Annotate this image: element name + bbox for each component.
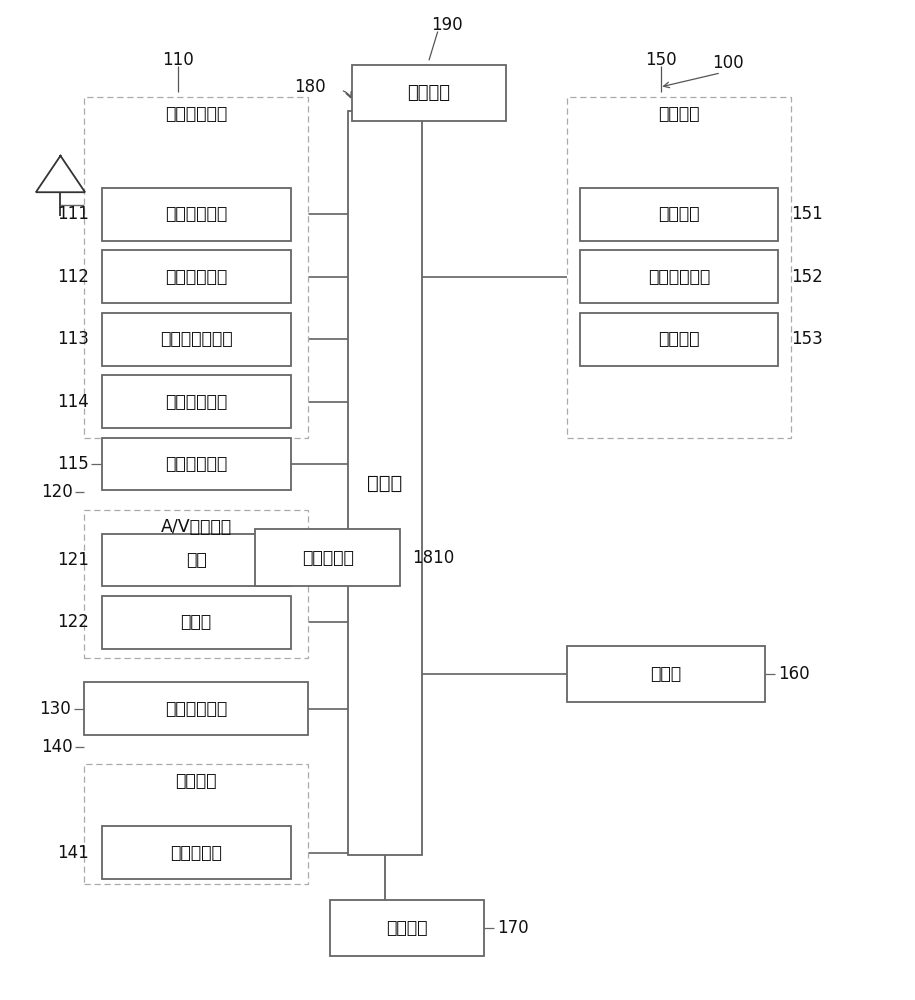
Bar (102, 596, 291, 649)
Text: 112: 112 (57, 268, 89, 286)
Text: 151: 151 (791, 205, 823, 223)
Text: 无线通信单元: 无线通信单元 (165, 105, 227, 123)
Text: 照相: 照相 (186, 551, 207, 569)
Text: 141: 141 (57, 844, 89, 862)
Text: 113: 113 (57, 330, 89, 348)
Text: 无线互联网模块: 无线互联网模块 (160, 330, 232, 348)
Text: 麦克风: 麦克风 (180, 613, 211, 631)
Text: 广播接收模块: 广播接收模块 (165, 205, 227, 223)
Bar (84, 97, 308, 438)
Text: 短程通信模块: 短程通信模块 (165, 393, 227, 411)
Text: A/V输入单元: A/V输入单元 (161, 518, 231, 536)
Text: 190: 190 (431, 16, 462, 34)
Text: 移动通信模块: 移动通信模块 (165, 268, 227, 286)
Text: 170: 170 (497, 919, 529, 937)
Bar (102, 250, 291, 303)
Text: 121: 121 (57, 551, 89, 569)
Text: 110: 110 (162, 51, 194, 69)
Bar (84, 764, 308, 884)
Text: 152: 152 (791, 268, 823, 286)
Text: 153: 153 (791, 330, 823, 348)
Text: 接口单元: 接口单元 (386, 919, 427, 937)
Text: 180: 180 (294, 78, 326, 96)
Bar (84, 510, 308, 658)
Bar (580, 313, 778, 366)
Bar (580, 188, 778, 241)
Text: 100: 100 (712, 54, 744, 72)
Bar (255, 529, 401, 586)
Text: 电源单元: 电源单元 (407, 84, 450, 102)
Text: 控制器: 控制器 (368, 474, 403, 493)
Text: 130: 130 (39, 700, 71, 718)
Bar (352, 65, 506, 121)
Text: 120: 120 (41, 483, 73, 501)
Bar (102, 438, 291, 490)
Bar (580, 250, 778, 303)
Text: 122: 122 (57, 613, 89, 631)
Text: 160: 160 (778, 665, 810, 683)
Text: 位置信息模块: 位置信息模块 (165, 455, 227, 473)
Text: 115: 115 (57, 455, 89, 473)
Bar (330, 900, 484, 956)
Text: 140: 140 (41, 738, 73, 756)
Bar (348, 111, 423, 855)
Bar (102, 313, 291, 366)
Text: 存储器: 存储器 (651, 665, 682, 683)
Text: 111: 111 (57, 205, 89, 223)
Text: 显示单元: 显示单元 (659, 205, 700, 223)
Bar (102, 826, 291, 879)
Bar (567, 97, 791, 438)
Text: 接近传感器: 接近传感器 (170, 844, 222, 862)
Bar (84, 682, 308, 735)
Text: 输出单元: 输出单元 (659, 105, 700, 123)
Text: 多媒体模块: 多媒体模块 (302, 549, 354, 567)
Bar (102, 534, 291, 586)
Text: 114: 114 (57, 393, 89, 411)
Bar (102, 375, 291, 428)
Text: 150: 150 (646, 51, 677, 69)
Bar (567, 646, 765, 702)
Text: 警报单元: 警报单元 (659, 330, 700, 348)
Bar (102, 188, 291, 241)
Text: 1810: 1810 (412, 549, 454, 567)
Text: 感测单元: 感测单元 (176, 772, 217, 790)
Text: 用户输入单元: 用户输入单元 (165, 700, 227, 718)
Text: 音频输出模块: 音频输出模块 (648, 268, 710, 286)
